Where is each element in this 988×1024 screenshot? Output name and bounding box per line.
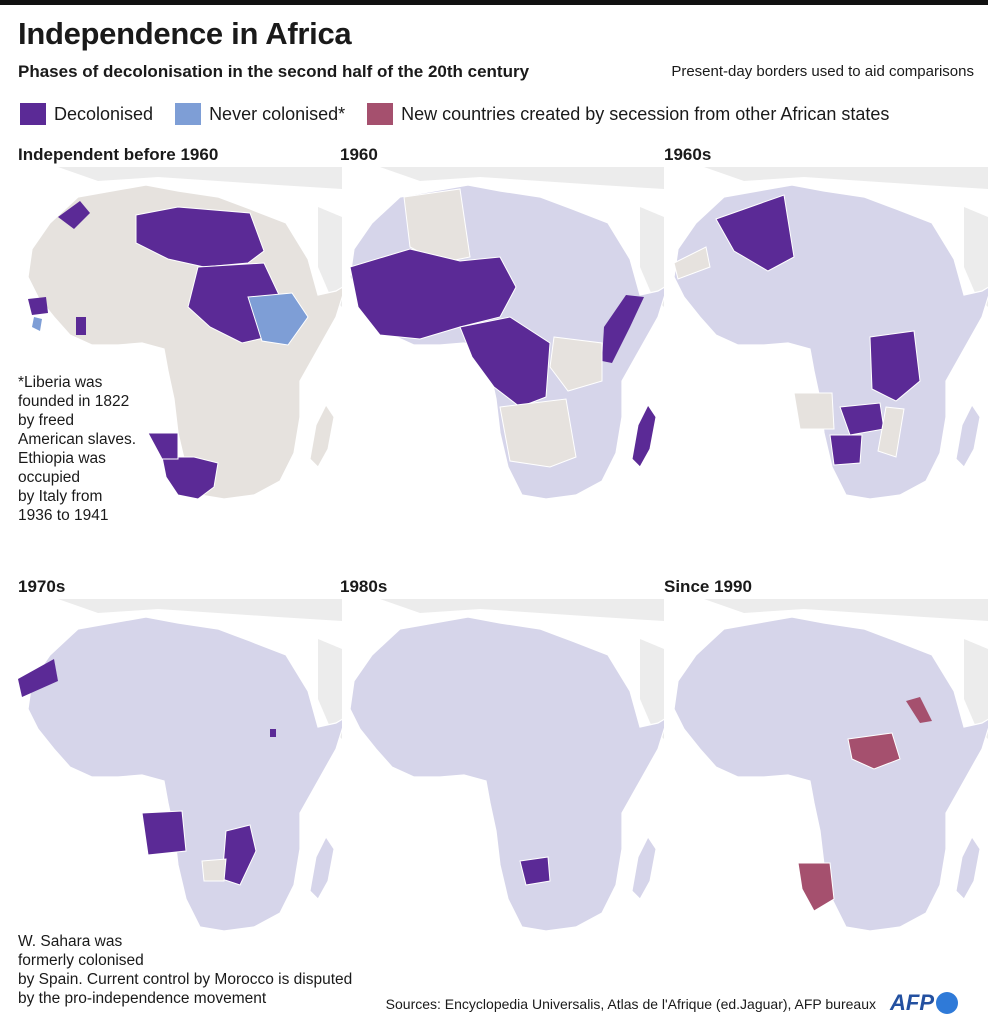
africa-map-before-1960 [27,167,342,500]
region-eritrea [906,697,932,723]
region-liberia [32,317,42,331]
legend-swatch-secession [367,103,394,125]
region-west-africa [349,248,517,340]
legend-label: Never colonised* [209,103,346,124]
region-angola-not-yet [793,392,835,430]
legend: Decolonised Never colonised* New countri… [20,101,911,127]
region-namibia [797,862,835,912]
region-south-africa [161,456,219,500]
page-title: Independence in Africa [18,16,352,51]
region-south-sudan [847,732,901,770]
africa-map-1960s [673,167,988,500]
panel-title: 1960 [340,145,378,164]
region-ghana [76,317,86,335]
legend-swatch-never-colonised [175,103,202,125]
map-panel-before-1960: Independent before 1960 [18,145,342,540]
africa-map-1960 [349,167,664,500]
panel-title: 1970s [18,577,66,596]
region-western-sahara [18,659,58,697]
afp-logo-text: AFP [890,990,934,1015]
map-panel-1960s: 1960s [664,145,988,540]
panel-title: 1980s [340,577,388,596]
panel-title: 1960s [664,145,712,164]
region-morocco-tunisia [58,201,90,229]
map-panel-1970s: 1970s [18,577,342,972]
region-guinea [28,297,48,315]
legend-item-decolonised: Decolonised [20,103,153,125]
panel-title: Independent before 1960 [18,145,219,164]
page-subtitle: Phases of decolonisation in the second h… [18,62,530,81]
region-western-sahara-not-yet [673,246,711,280]
region-zimbabwe-not-yet [201,858,227,882]
region-mozambique-not-yet [877,406,905,458]
region-djibouti [270,729,276,737]
region-somalia [602,295,644,363]
region-zimbabwe [519,856,551,886]
region-south-not-yet [499,398,577,468]
legend-label: New countries created by secession from … [401,103,890,124]
afp-logo-dot [936,992,958,1014]
africa-map-since-1990 [673,599,988,932]
region-algeria [715,194,795,272]
region-east-not-yet [549,336,603,392]
sources: Sources: Encyclopedia Universalis, Atlas… [385,996,876,1012]
legend-label: Decolonised [54,103,154,124]
legend-item-secession: New countries created by secession from … [367,103,889,125]
liberia-footnote: *Liberia was founded in 1822 by freed Am… [18,374,137,524]
region-ethiopia [247,292,309,346]
map-panel-since-1990: Since 1990 [664,577,988,972]
legend-item-never-colonised: Never colonised* [175,103,345,125]
w-sahara-footnote: W. Sahara was formerly colonised by Spai… [18,933,353,1007]
panel-title: Since 1990 [664,577,752,596]
borders-note: Present-day borders used to aid comparis… [671,63,974,80]
legend-swatch-decolonised [20,103,46,125]
region-botswana [829,434,863,466]
region-southwest [147,432,179,460]
region-libya-egypt [135,206,265,268]
africa-map-1970s [18,599,342,932]
region-central-africa [459,316,551,408]
map-panel-1960: 1960 [340,145,664,540]
afp-logo: AFP [890,990,958,1016]
region-east-africa [869,330,921,402]
top-rule [0,0,988,5]
africa-map-1980s [349,599,664,932]
map-panel-1980s: 1980s [340,577,664,972]
region-angola [141,810,187,856]
